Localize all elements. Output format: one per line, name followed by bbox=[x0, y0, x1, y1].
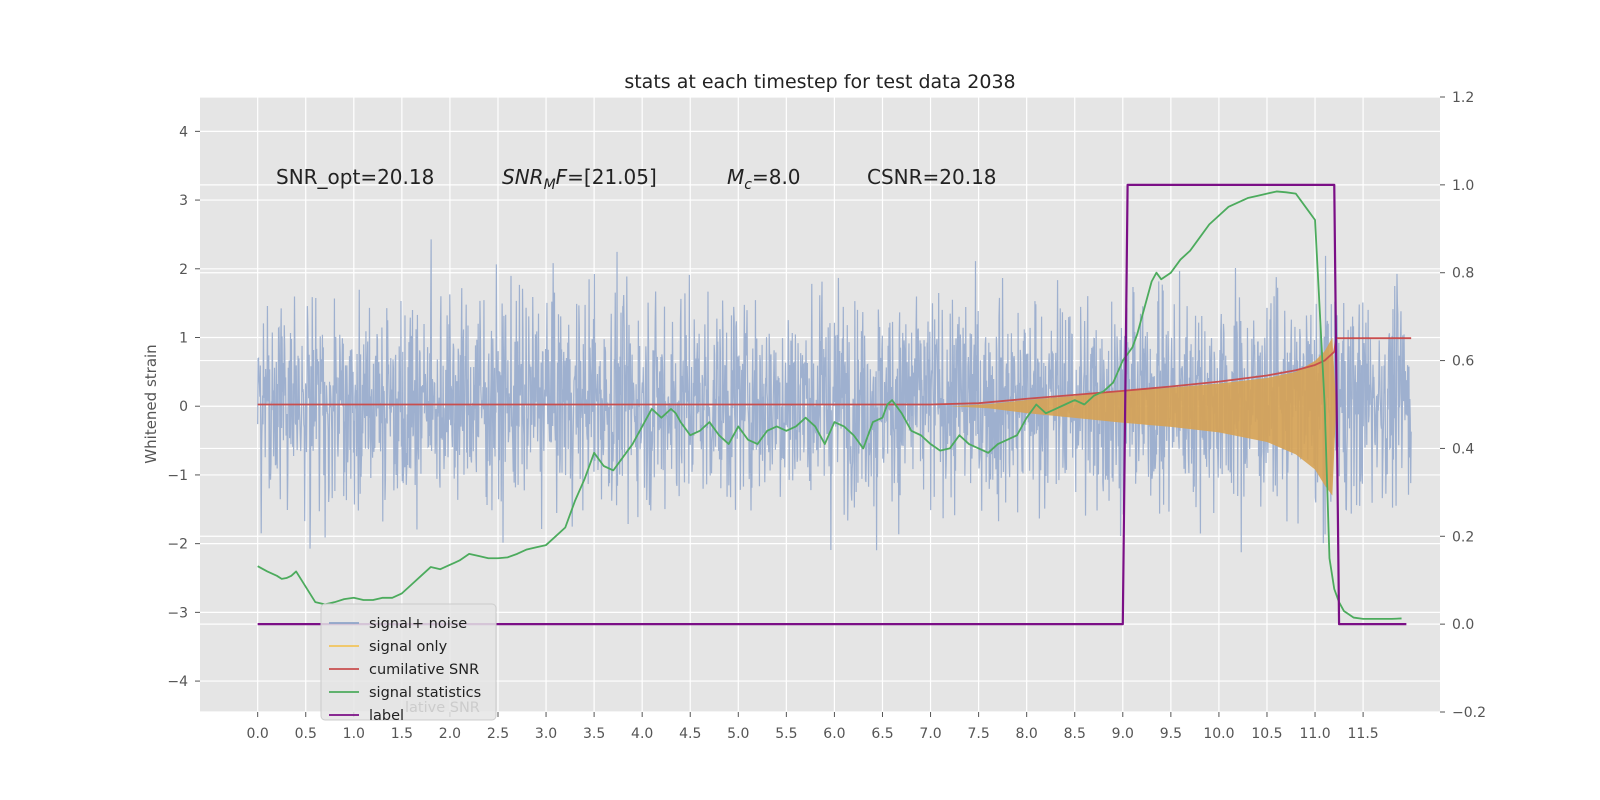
legend-label: cumilative SNR bbox=[369, 662, 479, 678]
x-tick-label: 2.5 bbox=[487, 726, 509, 742]
y-tick-label: −4 bbox=[167, 674, 188, 690]
x-tick-label: 5.0 bbox=[727, 726, 749, 742]
x-tick-label: 10.0 bbox=[1203, 726, 1234, 742]
y2-tick-label: 0.8 bbox=[1452, 266, 1474, 282]
mc-annotation: Mc=8.0 bbox=[727, 165, 801, 193]
y2-tick-label: 1.0 bbox=[1452, 178, 1474, 194]
x-tick-label: 2.0 bbox=[439, 726, 461, 742]
x-tick-label: 0.5 bbox=[295, 726, 317, 742]
y-axis-label: Whitened strain bbox=[142, 344, 160, 463]
label-line bbox=[257, 183, 1407, 626]
mc-tail: =8.0 bbox=[752, 165, 801, 189]
snr-mf-sub: M bbox=[544, 177, 556, 193]
line-series bbox=[257, 183, 1412, 626]
x-tick-label: 3.5 bbox=[583, 726, 605, 742]
snr-opt-annotation: SNR_opt=20.18 bbox=[276, 165, 434, 189]
y2-tick-label: −0.2 bbox=[1452, 705, 1486, 721]
x-tick-label: 7.5 bbox=[967, 726, 989, 742]
x-tick-label: 0.0 bbox=[247, 726, 269, 742]
x-tick-label: 1.0 bbox=[343, 726, 365, 742]
axis-ticks: 0.0 0.5 1.0 1.5 2.0 2.5 3.0 3.5 4.0 4.5 5.0 5.5 6.0 6… bbox=[167, 90, 1486, 742]
csnr-annotation: CSNR=20.18 bbox=[867, 165, 997, 189]
y-tick-label: 1 bbox=[179, 331, 188, 347]
legend-label: signal statistics bbox=[369, 685, 481, 701]
y-tick-label: −1 bbox=[167, 468, 188, 484]
annotations: SNR_opt=20.18 SNRMF=[21.05] Mc=8.0 CSNR=… bbox=[276, 165, 997, 193]
y2-tick-label: 0.4 bbox=[1452, 441, 1474, 457]
legend-ghost-text: lative SNR bbox=[405, 700, 480, 716]
signal-only-envelope bbox=[257, 337, 1412, 496]
x-tick-label: 6.5 bbox=[871, 726, 893, 742]
x-tick-label: 3.0 bbox=[535, 726, 557, 742]
snr-mf-tail: F=[21.05] bbox=[556, 165, 657, 189]
legend: lative SNR signal+ noise signal only cumil… bbox=[320, 603, 497, 724]
y-tick-label: −2 bbox=[167, 537, 188, 553]
y2-tick-label: 0.6 bbox=[1452, 354, 1474, 370]
x-tick-label: 4.5 bbox=[679, 726, 701, 742]
y-tick-label: 3 bbox=[179, 193, 188, 209]
x-tick-label: 5.5 bbox=[775, 726, 797, 742]
x-tick-label: 8.5 bbox=[1064, 726, 1086, 742]
y2-tick-label: 0.0 bbox=[1452, 617, 1474, 633]
x-tick-label: 11.0 bbox=[1299, 726, 1330, 742]
signal-statistics-line bbox=[257, 190, 1402, 620]
legend-entries: signal+ noise signal only cumilative SNR si… bbox=[329, 616, 481, 724]
y-tick-label: −3 bbox=[167, 605, 188, 621]
x-tick-label: 8.0 bbox=[1016, 726, 1038, 742]
mc-main: M bbox=[727, 165, 744, 189]
legend-label: signal+ noise bbox=[369, 616, 467, 632]
x-tick-label: 6.0 bbox=[823, 726, 845, 742]
legend-label: label bbox=[369, 708, 404, 724]
mc-sub: c bbox=[744, 177, 752, 193]
x-tick-label: 10.5 bbox=[1251, 726, 1282, 742]
y-tick-label: 4 bbox=[179, 124, 188, 140]
x-tick-label: 4.0 bbox=[631, 726, 653, 742]
y-tick-label: 2 bbox=[179, 262, 188, 278]
chart-title: stats at each timestep for test data 203… bbox=[624, 71, 1015, 93]
legend-box bbox=[320, 603, 497, 721]
x-tick-label: 7.0 bbox=[919, 726, 941, 742]
x-tick-label: 1.5 bbox=[391, 726, 413, 742]
x-tick-label: 11.5 bbox=[1348, 726, 1379, 742]
y-tick-label: 0 bbox=[179, 399, 188, 415]
x-tick-label: 9.0 bbox=[1112, 726, 1134, 742]
legend-label: signal only bbox=[369, 639, 448, 655]
signal-only-series bbox=[257, 337, 1412, 496]
snr-mf-annotation: SNRMF=[21.05] bbox=[502, 165, 657, 193]
y2-tick-label: 1.2 bbox=[1452, 90, 1474, 106]
x-tick-label: 9.5 bbox=[1160, 726, 1182, 742]
snr-mf-main: SNR bbox=[502, 165, 544, 189]
cumulative-snr-line bbox=[257, 337, 1412, 406]
y2-tick-label: 0.2 bbox=[1452, 529, 1474, 545]
